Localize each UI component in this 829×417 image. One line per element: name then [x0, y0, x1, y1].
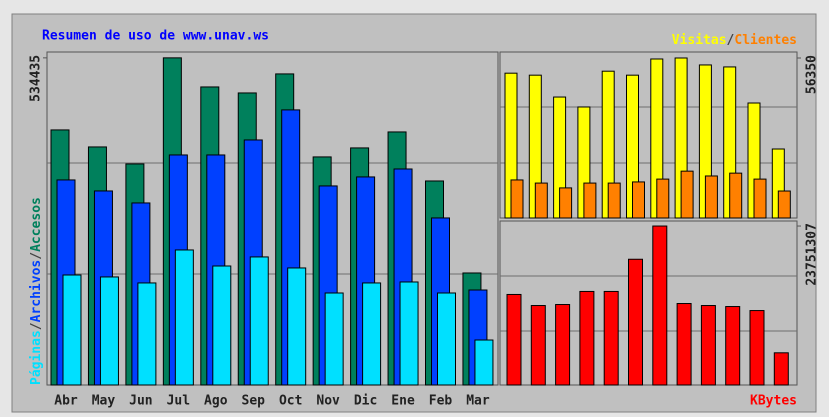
bar — [137, 282, 157, 386]
x-tick-label: Feb — [429, 394, 453, 409]
x-tick-label: Nov — [316, 394, 340, 409]
x-tick-label: May — [92, 394, 116, 409]
bar — [607, 182, 621, 219]
bar — [287, 267, 307, 386]
bar — [704, 175, 718, 219]
bar — [753, 178, 767, 219]
bar — [212, 265, 232, 386]
y-tick-label: 534435 — [29, 55, 44, 102]
chart-title: Resumen de uso de www.unav.ws — [42, 29, 269, 44]
panel-kbytes — [499, 220, 798, 386]
x-tick-label: Ene — [391, 394, 415, 409]
bar — [555, 304, 571, 386]
bar — [700, 305, 716, 386]
legend-entry: Visitas — [672, 33, 727, 48]
bar — [773, 352, 789, 386]
y-tick-label: 56350 — [805, 55, 820, 94]
bar — [62, 274, 82, 386]
bar — [559, 187, 573, 219]
legend-entry: Páginas — [29, 330, 44, 385]
bar — [729, 172, 743, 219]
bar — [680, 170, 694, 219]
x-tick-label: Mar — [466, 394, 490, 409]
bar — [510, 179, 524, 219]
y-tick-label: 23751307 — [805, 223, 820, 286]
x-tick-label: Jul — [167, 394, 190, 409]
x-tick-label: Ago — [204, 394, 228, 409]
bar — [676, 303, 692, 386]
legend-separator: / — [29, 252, 44, 260]
bar — [174, 249, 194, 386]
bar — [474, 339, 494, 386]
x-tick-label: Oct — [279, 394, 302, 409]
legend: Páginas/Archivos/Accesos — [29, 197, 44, 385]
legend-separator: / — [727, 33, 735, 48]
panel-main — [46, 51, 499, 386]
bar — [399, 281, 419, 386]
bar — [725, 306, 741, 386]
bar — [534, 182, 548, 219]
legend: Visitas/Clientes — [672, 33, 797, 48]
x-tick-label: Abr — [54, 394, 78, 409]
bar — [506, 293, 522, 386]
bar — [324, 292, 344, 386]
legend-entry: KBytes — [750, 394, 797, 409]
bar — [362, 282, 382, 386]
legend-entry: Accesos — [29, 197, 44, 252]
x-tick-label: Jun — [129, 394, 152, 409]
bar — [632, 181, 645, 219]
bar — [628, 258, 643, 386]
bar — [99, 276, 119, 386]
x-tick-label: Sep — [242, 394, 266, 409]
bar — [749, 310, 765, 386]
bar — [530, 305, 546, 386]
bar — [603, 290, 619, 386]
bar — [437, 292, 456, 386]
legend-entry: Clientes — [734, 33, 797, 48]
bar — [777, 190, 791, 219]
legend-separator: / — [29, 322, 44, 330]
bar — [656, 178, 670, 219]
bar — [652, 225, 668, 386]
bar — [249, 256, 269, 386]
bar — [583, 182, 597, 219]
legend-entry: Archivos — [29, 260, 44, 323]
x-tick-label: Dic — [354, 394, 377, 409]
bar — [579, 290, 595, 386]
